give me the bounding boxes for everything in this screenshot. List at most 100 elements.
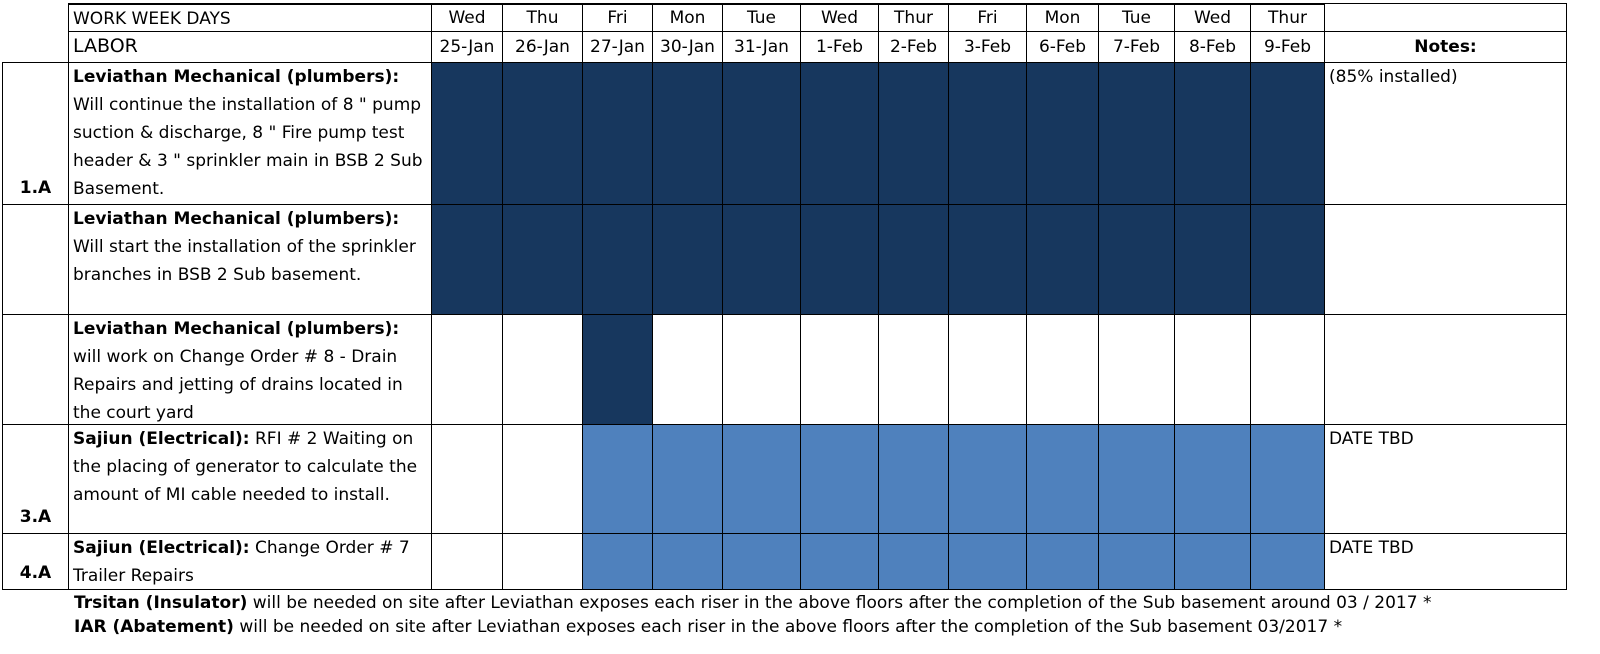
schedule-cell xyxy=(1098,204,1175,315)
schedule-cell xyxy=(948,62,1027,205)
schedule-cell xyxy=(1026,424,1099,534)
day-name: Fri xyxy=(582,3,653,32)
date: 7-Feb xyxy=(1098,31,1175,63)
task-description: Sajiun (Electrical): RFI # 2 Waiting on … xyxy=(68,424,432,534)
row-label xyxy=(2,204,69,315)
company: Trsitan (Insulator) xyxy=(74,593,248,613)
schedule-cell xyxy=(1026,533,1099,590)
footer-line: IAR (Abatement) will be needed on site a… xyxy=(74,615,1342,639)
company: Sajiun (Electrical): xyxy=(73,429,250,449)
schedule-cell xyxy=(722,533,801,590)
day-name: Wed xyxy=(1174,3,1251,32)
schedule-cell xyxy=(1026,314,1099,425)
row-label: 3.A xyxy=(2,424,69,534)
schedule-cell xyxy=(652,424,723,534)
date: 27-Jan xyxy=(582,31,653,63)
schedule-cell xyxy=(800,314,879,425)
schedule-cell xyxy=(431,533,503,590)
company: Leviathan Mechanical (plumbers): xyxy=(73,319,400,339)
schedule-cell xyxy=(431,314,503,425)
schedule-cell xyxy=(722,424,801,534)
schedule-cell xyxy=(1174,533,1251,590)
day-name: Wed xyxy=(431,3,503,32)
task-text: Will start the installation of the sprin… xyxy=(73,237,416,285)
row-label: 1.A xyxy=(2,62,69,205)
schedule-cell xyxy=(948,424,1027,534)
schedule-cell xyxy=(582,62,653,205)
task-description: Leviathan Mechanical (plumbers): will wo… xyxy=(68,314,432,425)
date: 30-Jan xyxy=(652,31,723,63)
day-name: Mon xyxy=(1026,3,1099,32)
schedule-cell xyxy=(722,204,801,315)
note: DATE TBD xyxy=(1324,424,1567,534)
day-name: Wed xyxy=(800,3,879,32)
task-description: Leviathan Mechanical (plumbers): Will co… xyxy=(68,62,432,205)
notes-header-blank xyxy=(1324,3,1567,32)
schedule-cell xyxy=(800,62,879,205)
schedule-cell xyxy=(502,314,583,425)
day-name: Tue xyxy=(722,3,801,32)
task-text: RFI # 2 Waiting on the placing of genera… xyxy=(73,429,418,505)
schedule-cell xyxy=(878,314,949,425)
day-name: Mon xyxy=(652,3,723,32)
note xyxy=(1324,204,1567,315)
day-name: Thur xyxy=(1250,3,1325,32)
date: 26-Jan xyxy=(502,31,583,63)
days-label: WORK WEEK DAYS xyxy=(68,3,432,32)
schedule-cell xyxy=(502,62,583,205)
schedule-cell xyxy=(1250,533,1325,590)
schedule-cell xyxy=(1026,62,1099,205)
schedule-cell xyxy=(652,62,723,205)
schedule-cell xyxy=(878,204,949,315)
day-name: Tue xyxy=(1098,3,1175,32)
schedule-cell xyxy=(722,62,801,205)
schedule-cell xyxy=(1174,314,1251,425)
task-text: Will continue the installation of 8 " pu… xyxy=(73,95,423,199)
schedule-cell xyxy=(1250,62,1325,205)
company: IAR (Abatement) xyxy=(74,617,234,637)
schedule-cell xyxy=(1098,533,1175,590)
schedule-cell xyxy=(800,424,879,534)
date: 25-Jan xyxy=(431,31,503,63)
labor-label: LABOR xyxy=(68,31,432,63)
schedule-cell xyxy=(502,424,583,534)
task-text: will work on Change Order # 8 - Drain Re… xyxy=(73,347,403,423)
schedule-cell xyxy=(948,314,1027,425)
schedule-cell xyxy=(1098,62,1175,205)
schedule-cell xyxy=(431,424,503,534)
footer-text: will be needed on site after Leviathan e… xyxy=(252,593,1432,613)
company: Sajiun (Electrical): xyxy=(73,538,250,558)
schedule-cell xyxy=(502,533,583,590)
schedule-cell xyxy=(652,204,723,315)
schedule-cell xyxy=(1098,314,1175,425)
schedule-cell xyxy=(431,204,503,315)
schedule-cell xyxy=(878,62,949,205)
day-name: Thur xyxy=(878,3,949,32)
row-label xyxy=(2,314,69,425)
note: (85% installed) xyxy=(1324,62,1567,205)
schedule-cell xyxy=(502,204,583,315)
footer-text: will be needed on site after Leviathan e… xyxy=(239,617,1343,637)
day-name: Thu xyxy=(502,3,583,32)
date: 31-Jan xyxy=(722,31,801,63)
schedule-cell xyxy=(652,533,723,590)
schedule-cell xyxy=(722,314,801,425)
schedule-cell xyxy=(1250,314,1325,425)
schedule-cell xyxy=(582,314,653,425)
task-description: Leviathan Mechanical (plumbers): Will st… xyxy=(68,204,432,315)
date: 1-Feb xyxy=(800,31,879,63)
date: 8-Feb xyxy=(1174,31,1251,63)
schedule-cell xyxy=(1174,424,1251,534)
schedule-cell xyxy=(800,204,879,315)
date: 6-Feb xyxy=(1026,31,1099,63)
footer-line: Trsitan (Insulator) will be needed on si… xyxy=(74,591,1431,615)
schedule-cell xyxy=(1026,204,1099,315)
schedule-cell xyxy=(878,533,949,590)
date: 3-Feb xyxy=(948,31,1027,63)
notes-label: Notes: xyxy=(1324,31,1567,63)
schedule-cell xyxy=(1174,62,1251,205)
schedule-cell xyxy=(1250,204,1325,315)
day-name: Fri xyxy=(948,3,1027,32)
schedule-cell xyxy=(582,204,653,315)
